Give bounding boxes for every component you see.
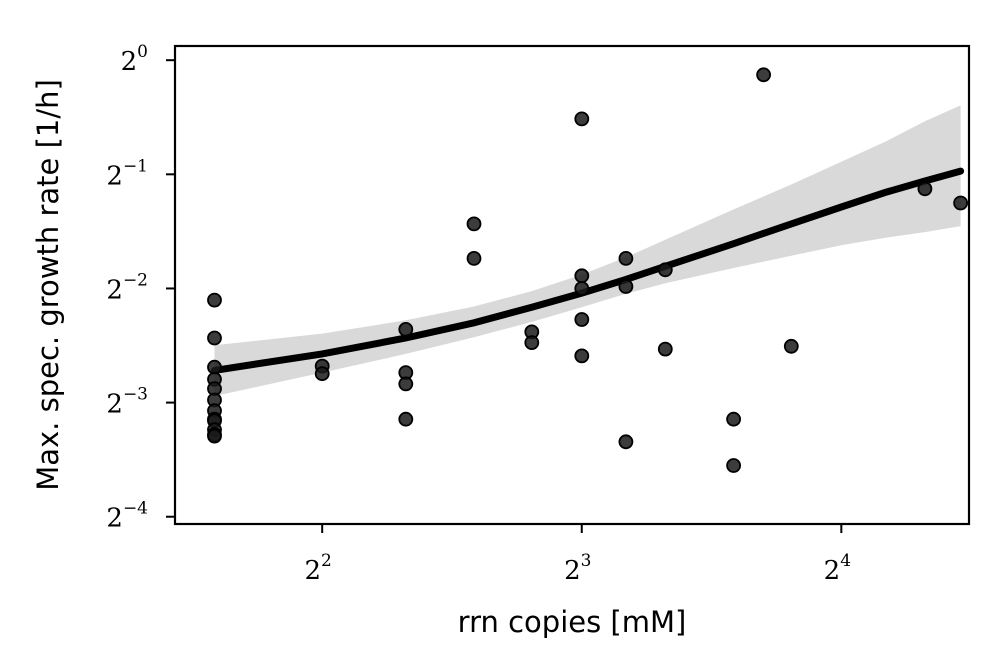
confidence-band — [214, 105, 961, 397]
data-point — [917, 181, 933, 197]
fit-line — [211, 167, 965, 374]
y-tick-label: 20 — [121, 42, 148, 77]
x-tick-label: 22 — [304, 551, 331, 586]
data-point — [657, 262, 673, 278]
data-point — [398, 376, 414, 392]
confidence-band-layer — [214, 105, 961, 397]
data-point — [726, 458, 741, 473]
x-axis-title: rrn copies [mM] — [458, 605, 687, 639]
data-point — [574, 111, 590, 127]
data-point — [207, 428, 222, 444]
data-point — [618, 279, 634, 294]
data-point — [726, 411, 741, 427]
fit-line-layer — [211, 167, 965, 374]
data-point — [314, 366, 330, 382]
data-point — [398, 321, 414, 337]
x-axis-ticks: 22 23 24 — [304, 524, 851, 586]
data-point — [618, 434, 634, 450]
y-tick-label: 2−2 — [106, 270, 148, 305]
data-point — [657, 341, 673, 357]
data-point — [618, 250, 634, 266]
data-point — [574, 348, 590, 364]
y-tick-label: 2−1 — [106, 156, 148, 191]
y-tick-label: 2−4 — [106, 499, 148, 534]
data-point — [574, 268, 590, 284]
data-point — [574, 312, 590, 327]
y-axis-ticks: 20 2−1 2−2 2−3 2−4 — [106, 42, 175, 534]
data-point — [953, 195, 968, 211]
y-axis-title: Max. spec. growth rate [1/h] — [31, 79, 65, 491]
data-point — [398, 411, 414, 427]
x-tick-label: 23 — [564, 551, 591, 586]
x-tick-label: 24 — [824, 551, 851, 586]
data-point — [574, 281, 590, 296]
data-point — [524, 335, 540, 351]
plot-frame — [173, 44, 971, 526]
data-point — [466, 216, 482, 232]
data-point — [207, 330, 222, 346]
data-point — [207, 292, 222, 308]
data-point — [466, 250, 482, 266]
data-point — [207, 359, 222, 375]
data-point — [756, 67, 771, 83]
y-tick-label: 2−3 — [106, 385, 148, 420]
data-points-layer — [207, 67, 968, 473]
data-point — [783, 338, 799, 354]
